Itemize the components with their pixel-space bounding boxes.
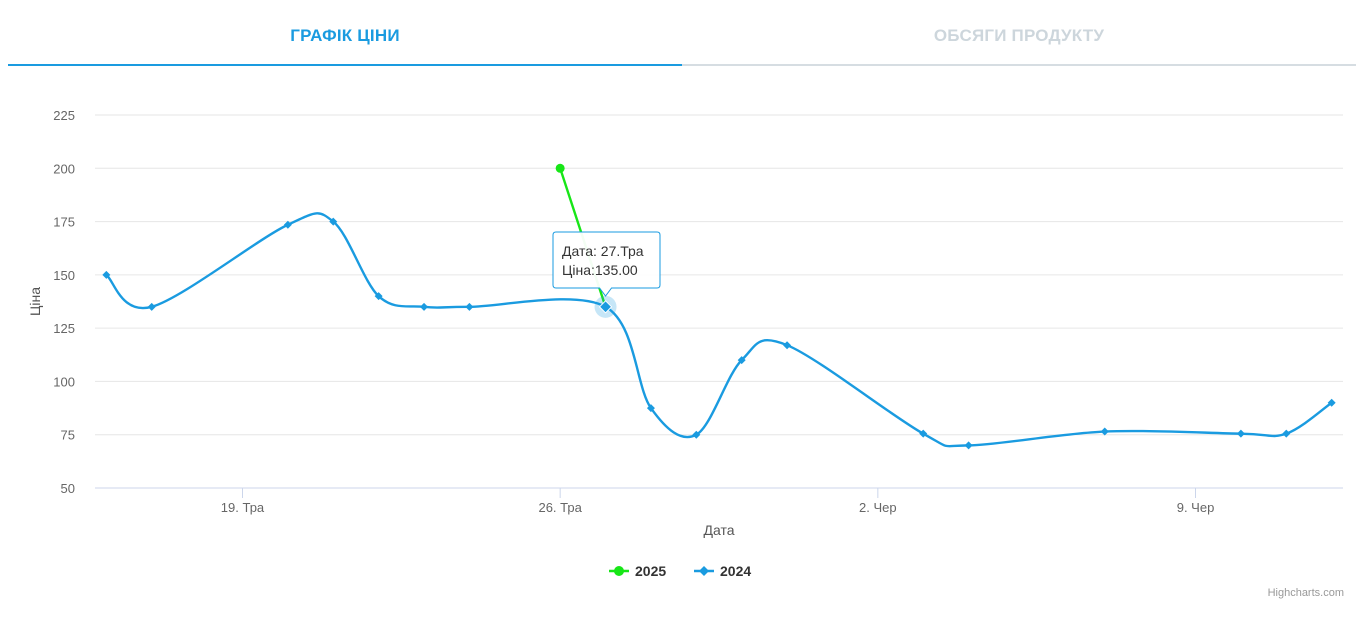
legend-item-2024[interactable]: 2024: [694, 563, 751, 579]
credits-link[interactable]: Highcharts.com: [1267, 587, 1344, 599]
hovered-point[interactable]: [594, 295, 617, 318]
series-2024: [102, 212, 1336, 450]
tooltip-price: Ціна:135.00: [562, 262, 638, 278]
tooltip: Дата: 27.Тра Ціна:135.00: [552, 231, 661, 297]
y-tick-label: 75: [61, 428, 75, 443]
data-point-2024[interactable]: [1100, 427, 1109, 436]
x-tick-label: 19. Тра: [221, 500, 265, 515]
data-point-2024[interactable]: [283, 220, 292, 229]
price-chart: 50 75 100 125 150 175 200 225 19. Тра 26. Тра 2. Ч…: [27, 108, 1343, 579]
data-point-2024[interactable]: [692, 430, 701, 439]
legend-label: 2024: [720, 563, 751, 579]
data-point-2024[interactable]: [783, 341, 792, 350]
legend-item-2025[interactable]: 2025: [609, 563, 666, 579]
tab-bar: ГРАФІК ЦІНИ ОБСЯГИ ПРОДУКТУ: [8, 0, 1356, 66]
data-point-2024[interactable]: [147, 302, 156, 311]
y-tick-label: 150: [53, 268, 75, 283]
series-line-2024: [105, 212, 1333, 448]
data-point-2024[interactable]: [646, 404, 655, 413]
series-layer: [102, 163, 1336, 450]
data-point-2024[interactable]: [1282, 429, 1291, 438]
legend-marker: [699, 566, 709, 576]
y-tick-label: 50: [61, 481, 75, 496]
data-point-2024[interactable]: [102, 270, 111, 279]
legend: 2025 2024: [609, 563, 751, 579]
axes: 50 75 100 125 150 175 200 225 19. Тра 26. Тра 2. Ч…: [53, 108, 1343, 515]
x-tick-label: 9. Чер: [1177, 500, 1215, 515]
data-point-2024[interactable]: [1236, 429, 1245, 438]
hover-marker: [598, 300, 613, 314]
y-axis-label: Ціна: [27, 287, 43, 316]
grid-lines: [95, 114, 1343, 436]
tab-price-chart[interactable]: ГРАФІК ЦІНИ: [8, 0, 682, 66]
y-tick-label: 225: [53, 108, 75, 123]
y-tick-label: 125: [53, 321, 75, 336]
x-axis-label: Дата: [703, 522, 734, 538]
legend-marker: [614, 566, 624, 576]
data-point-2024[interactable]: [465, 302, 474, 311]
x-tick-label: 26. Тра: [538, 500, 582, 515]
x-tick-label: 2. Чер: [859, 500, 897, 515]
data-point-2025[interactable]: [555, 163, 565, 173]
tab-product-volumes[interactable]: ОБСЯГИ ПРОДУКТУ: [682, 0, 1356, 66]
y-tick-label: 100: [53, 374, 75, 389]
y-tick-label: 200: [53, 161, 75, 176]
y-tick-label: 175: [53, 215, 75, 230]
data-point-2024[interactable]: [420, 302, 429, 311]
data-point-2024[interactable]: [329, 217, 338, 226]
legend-label: 2025: [635, 563, 666, 579]
tooltip-date: Дата: 27.Тра: [562, 243, 644, 259]
data-point-2024[interactable]: [737, 356, 746, 365]
data-point-2024[interactable]: [964, 441, 973, 450]
data-point-2024[interactable]: [374, 292, 383, 301]
data-point-2024[interactable]: [919, 429, 928, 438]
data-point-2024[interactable]: [1327, 398, 1336, 407]
tooltip-box: [552, 231, 661, 297]
